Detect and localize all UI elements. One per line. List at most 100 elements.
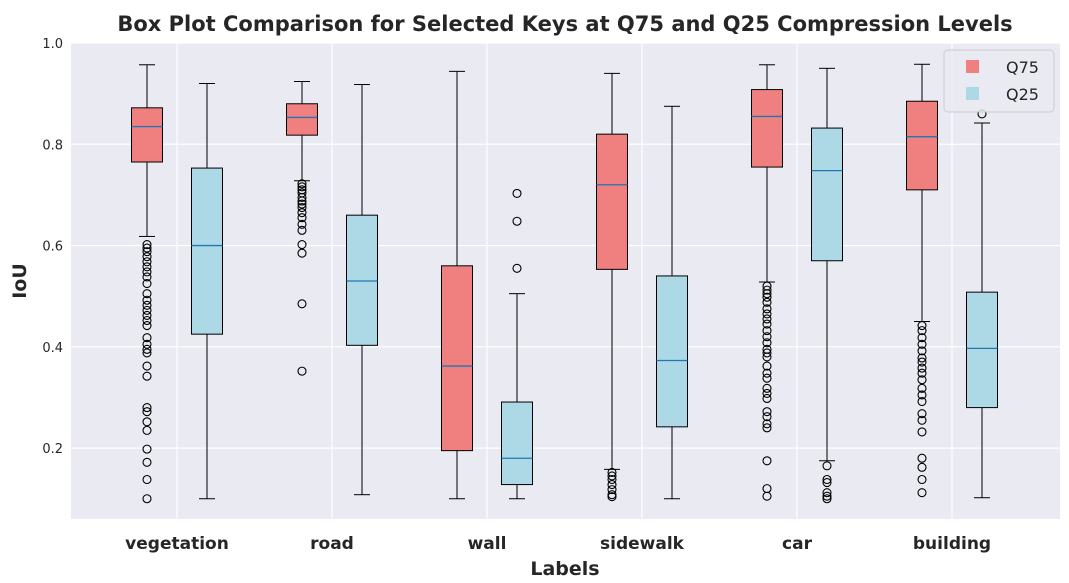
box-q25-sidewalk [656, 105, 688, 500]
box-q25-vegetation [191, 83, 223, 500]
box-q75-wall [441, 70, 473, 500]
outlier-point [297, 299, 307, 309]
outlier-point [762, 423, 772, 433]
outlier-point [142, 252, 152, 262]
grid-lines [71, 42, 1060, 519]
y-tick-label: 0.4 [42, 341, 63, 356]
category-label-wall: wall [468, 534, 507, 554]
outlier-point [142, 278, 152, 289]
legend-label-q75: Q75 [1006, 58, 1039, 77]
outlier-point [762, 412, 772, 422]
outlier-point [297, 182, 307, 192]
outlier-point [762, 368, 772, 378]
outlier-point [917, 339, 927, 349]
category-label-vegetation: vegetation [125, 534, 229, 554]
outlier-point [297, 196, 307, 206]
legend: Q75 Q25 [943, 49, 1055, 113]
box-q75-sidewalk [596, 72, 628, 502]
outlier-point [917, 357, 927, 367]
outlier-point [822, 491, 832, 501]
outlier-point [297, 203, 307, 213]
box-q75-road [286, 80, 318, 376]
outlier-point [607, 471, 617, 481]
outlier-point [142, 407, 152, 417]
outlier-point [762, 373, 772, 383]
iqr-box [346, 214, 378, 346]
outlier-point [917, 474, 927, 485]
outlier-point [762, 309, 772, 319]
outlier-point [762, 456, 772, 466]
outlier-point [142, 272, 152, 282]
iqr-box [596, 133, 628, 270]
iqr-box [751, 89, 783, 168]
outlier-point [142, 243, 152, 253]
outlier-point [142, 257, 152, 267]
category-label-car: car [782, 534, 813, 554]
outlier-point [822, 494, 832, 504]
outlier-point [142, 444, 152, 454]
y-tick-label: 0.6 [42, 240, 63, 255]
outlier-point [917, 333, 927, 343]
outlier-point [917, 383, 927, 393]
y-tick-label: 1.0 [42, 37, 63, 52]
chart-title: Box Plot Comparison for Selected Keys at… [117, 12, 1012, 36]
iqr-box [286, 103, 318, 136]
outlier-point [917, 415, 927, 425]
outlier-point [142, 417, 152, 427]
outlier-point [142, 371, 152, 381]
iqr-box [501, 401, 533, 486]
x-axis-label: Labels [530, 558, 599, 580]
category-labels: vegetation road wall sidewalk car building [125, 534, 991, 554]
plot-area [71, 43, 1060, 519]
outlier-point [762, 319, 772, 329]
outlier-point [297, 192, 307, 202]
outlier-point [607, 467, 617, 477]
outlier-point [142, 300, 152, 310]
outlier-point [142, 339, 152, 349]
category-label-sidewalk: sidewalk [600, 534, 685, 554]
outlier-point [762, 297, 772, 307]
outlier-point [762, 332, 772, 342]
iqr-box [966, 291, 998, 409]
box-q25-wall [501, 188, 533, 500]
iqr-box [131, 107, 163, 163]
outlier-point [142, 321, 152, 331]
iqr-box [441, 265, 473, 452]
outlier-point [822, 461, 832, 471]
outlier-point [142, 295, 152, 305]
outlier-point [512, 263, 522, 273]
outlier-point [917, 375, 927, 385]
outlier-point [297, 239, 307, 250]
outlier-point [917, 453, 927, 463]
outlier-point [607, 492, 617, 502]
outlier-point [607, 485, 617, 495]
outlier-point [142, 403, 152, 413]
outlier-point [142, 239, 152, 250]
y-tick-label: 0.8 [42, 138, 63, 153]
outlier-point [822, 488, 832, 498]
box-q75-building [906, 63, 938, 498]
outlier-point [762, 326, 772, 336]
outlier-point [297, 248, 307, 258]
outlier-point [142, 289, 152, 299]
outlier-point [512, 188, 522, 198]
box-q25-road [346, 84, 378, 496]
box-q25-building [966, 109, 998, 499]
outlier-point [297, 208, 307, 218]
legend-swatch-q75 [966, 60, 979, 73]
outlier-point [917, 396, 927, 407]
outlier-point [142, 247, 152, 257]
outlier-point [917, 488, 927, 498]
box-q75-vegetation [131, 64, 163, 504]
outlier-point [142, 361, 152, 371]
outlier-point [142, 494, 152, 504]
outlier-point [142, 425, 152, 435]
outlier-point [142, 310, 152, 320]
y-tick-label: 0.2 [42, 442, 63, 457]
outlier-point [142, 315, 152, 326]
outlier-point [762, 314, 772, 324]
boxes [131, 63, 998, 504]
outlier-point [297, 225, 307, 235]
outlier-point [142, 333, 152, 343]
outlier-point [762, 361, 772, 371]
